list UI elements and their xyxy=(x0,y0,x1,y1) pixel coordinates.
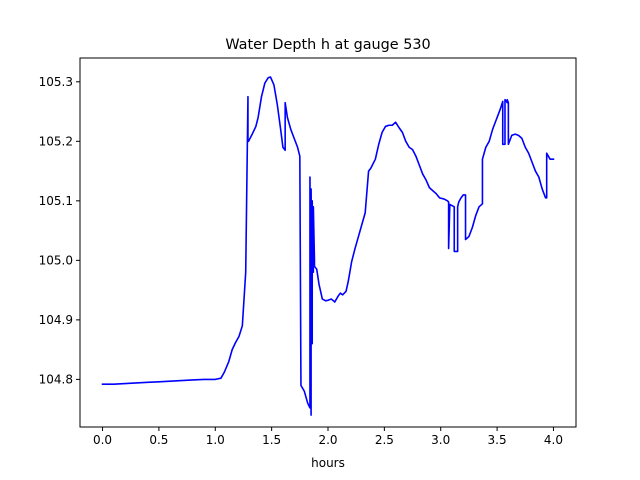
axes-frame xyxy=(79,57,577,428)
x-tick-label: 2.5 xyxy=(375,433,394,447)
x-axis-label: hours xyxy=(311,456,345,470)
x-tick-label: 0.0 xyxy=(93,433,112,447)
x-tick-label: 3.5 xyxy=(488,433,507,447)
x-tick-label: 1.5 xyxy=(262,433,281,447)
x-tick-label: 0.5 xyxy=(149,433,168,447)
y-tick-label: 104.8 xyxy=(39,372,73,386)
x-tick-label: 1.0 xyxy=(206,433,225,447)
x-tick-label: 3.0 xyxy=(431,433,450,447)
y-tick-label: 105.1 xyxy=(39,194,73,208)
series-line-0 xyxy=(101,76,555,416)
x-tick-label: 4.0 xyxy=(544,433,563,447)
y-tick-label: 105.3 xyxy=(39,75,73,89)
y-tick-label: 105.2 xyxy=(39,134,73,148)
x-axis: 0.0 0.5 1.0 1.5 2.0 2.5 3.0 3.5 4.0 xyxy=(93,427,563,447)
plot-area xyxy=(101,76,555,416)
y-tick-label: 105.0 xyxy=(39,253,73,267)
x-tick-label: 2.0 xyxy=(318,433,337,447)
chart-title: Water Depth h at gauge 530 xyxy=(225,37,430,53)
y-axis: 104.8 104.9 105.0 105.1 105.2 105.3 xyxy=(39,75,80,386)
y-tick-label: 104.9 xyxy=(39,313,73,327)
